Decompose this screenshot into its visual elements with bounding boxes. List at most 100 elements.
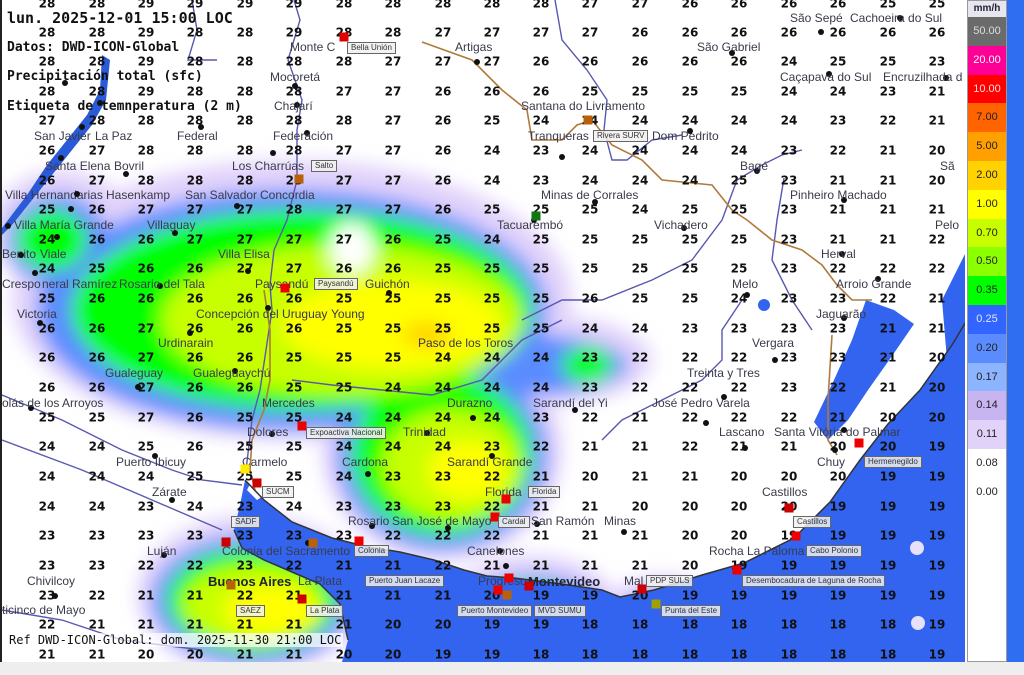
temperature-label: 19 bbox=[928, 469, 946, 484]
station-label[interactable]: La Plata bbox=[306, 604, 344, 617]
station-marker-icon[interactable] bbox=[354, 536, 364, 546]
station-marker-icon[interactable] bbox=[493, 585, 503, 595]
station-marker-icon[interactable] bbox=[651, 599, 661, 609]
station-label[interactable]: Cardal bbox=[498, 515, 530, 528]
city-marker-icon bbox=[818, 29, 824, 35]
station-label[interactable]: Punta del Este bbox=[661, 604, 722, 617]
temperature-label: 24 bbox=[631, 173, 649, 188]
station-marker-icon[interactable] bbox=[504, 573, 514, 583]
station-marker-icon[interactable] bbox=[732, 565, 742, 575]
station-marker-icon[interactable] bbox=[490, 512, 500, 522]
station-marker-icon[interactable] bbox=[784, 503, 794, 513]
temperature-label: 22 bbox=[38, 617, 56, 632]
city-label: Dom Pedrito bbox=[652, 128, 719, 143]
station-label[interactable]: Desembocadura de Laguna de Rocha bbox=[742, 575, 886, 587]
temperature-label: 21 bbox=[137, 588, 155, 603]
city-label: Santa Elena bbox=[45, 158, 111, 173]
station-label[interactable]: PDP SULS bbox=[646, 575, 694, 587]
station-marker-icon[interactable] bbox=[252, 478, 262, 488]
station-label[interactable]: Colonia bbox=[354, 545, 390, 557]
station-label[interactable]: SADF bbox=[231, 515, 261, 528]
temperature-label: 22 bbox=[285, 558, 303, 573]
station-marker-icon[interactable] bbox=[308, 538, 318, 548]
city-label: San José de Mayo bbox=[392, 514, 492, 528]
temperature-label: 24 bbox=[483, 410, 501, 425]
temperature-label: 23 bbox=[730, 321, 748, 336]
station-marker-icon[interactable] bbox=[339, 32, 349, 42]
temperature-label: 18 bbox=[532, 647, 550, 662]
station-marker-icon[interactable] bbox=[637, 584, 647, 594]
station-label[interactable]: Puerto Montevideo bbox=[457, 604, 533, 617]
temperature-label: 19 bbox=[483, 617, 501, 632]
station-marker-icon[interactable] bbox=[294, 174, 304, 184]
station-marker-icon[interactable] bbox=[531, 211, 541, 221]
temperature-label: 22 bbox=[928, 261, 946, 276]
temperature-label: 26 bbox=[434, 84, 452, 99]
city-label: Los Charrúas bbox=[232, 158, 305, 173]
station-marker-icon[interactable] bbox=[524, 581, 534, 591]
temperature-label: 19 bbox=[829, 588, 847, 603]
temperature-label: 23 bbox=[335, 528, 353, 543]
station-marker-icon[interactable] bbox=[297, 421, 307, 431]
temperature-label: 28 bbox=[236, 173, 254, 188]
temperature-label: 26 bbox=[384, 232, 402, 247]
station-marker-icon[interactable] bbox=[221, 537, 231, 547]
temperature-label: 24 bbox=[88, 469, 106, 484]
station-label[interactable]: MVD SUMU bbox=[534, 604, 586, 617]
station-label[interactable]: Florida bbox=[528, 486, 561, 498]
temperature-label: 19 bbox=[879, 469, 897, 484]
temperature-label: 28 bbox=[434, 0, 452, 11]
temperature-label: 20 bbox=[384, 647, 402, 662]
station-label[interactable]: SUCM bbox=[262, 486, 294, 498]
city-label: Villaguay bbox=[147, 217, 196, 232]
temperature-label: 22 bbox=[434, 528, 452, 543]
temperature-label: 28 bbox=[335, 0, 353, 11]
temperature-label: 25 bbox=[434, 261, 452, 276]
temperature-label: 21 bbox=[285, 617, 303, 632]
temperature-label: 21 bbox=[879, 380, 897, 395]
legend-item: 0.25 bbox=[968, 304, 1006, 334]
station-label[interactable]: Bella Unión bbox=[347, 41, 396, 54]
station-marker-icon[interactable] bbox=[297, 594, 307, 604]
temperature-label: 25 bbox=[335, 321, 353, 336]
station-label[interactable]: Expoactiva Nacional bbox=[306, 426, 387, 439]
temperature-label: 24 bbox=[335, 439, 353, 454]
station-label[interactable]: Paysandú bbox=[314, 278, 358, 290]
city-marker-icon bbox=[232, 368, 238, 374]
city-label: Concepción del Uruguay bbox=[196, 306, 328, 321]
station-marker-icon[interactable] bbox=[240, 464, 250, 474]
temperature-label: 23 bbox=[285, 528, 303, 543]
temperature-label: 25 bbox=[285, 439, 303, 454]
station-marker-icon[interactable] bbox=[502, 590, 512, 600]
city-marker-icon bbox=[28, 405, 34, 411]
city-marker-icon bbox=[841, 427, 847, 433]
station-label[interactable]: Cabo Polonio bbox=[806, 545, 863, 557]
temperature-label: 23 bbox=[434, 469, 452, 484]
station-label[interactable]: Hermenegildo bbox=[864, 456, 922, 468]
station-label[interactable]: Puerto Juan Lacaze bbox=[365, 575, 445, 587]
city-marker-icon bbox=[826, 71, 832, 77]
station-marker-icon[interactable] bbox=[583, 115, 593, 125]
temperature-label: 28 bbox=[186, 54, 204, 69]
station-marker-icon[interactable] bbox=[501, 494, 511, 504]
city-label: Florida bbox=[485, 484, 522, 499]
station-label[interactable]: Rivera SURV bbox=[593, 130, 649, 142]
city-label: Montevideo bbox=[528, 573, 601, 589]
weather-map[interactable]: 28 28 29 29 29 29 28 28 28 28 28 27 27 26 26 26 26 25 25 28… bbox=[0, 0, 965, 662]
temperature-label: 25 bbox=[631, 261, 649, 276]
station-marker-icon[interactable] bbox=[226, 580, 236, 590]
station-label[interactable]: Castillos bbox=[793, 515, 832, 528]
city-label: San Ramón bbox=[531, 514, 595, 528]
station-marker-icon[interactable] bbox=[854, 438, 864, 448]
temperature-label: 26 bbox=[38, 143, 56, 158]
temperature-label: 19 bbox=[879, 499, 897, 514]
temperature-label: 23 bbox=[236, 499, 254, 514]
station-marker-icon[interactable] bbox=[280, 283, 290, 293]
temperature-label: 25 bbox=[581, 84, 599, 99]
station-marker-icon[interactable] bbox=[791, 531, 801, 541]
city-label: Monte C bbox=[290, 40, 336, 54]
station-label[interactable]: Salto bbox=[311, 160, 338, 172]
precipitation-legend: mm/h 50.00 20.00 10.00 7.00 5.00 2.00 1.00 0.70… bbox=[967, 0, 1007, 662]
station-label[interactable]: SAEZ bbox=[236, 604, 265, 617]
legend-item: 2.00 bbox=[968, 160, 1006, 190]
